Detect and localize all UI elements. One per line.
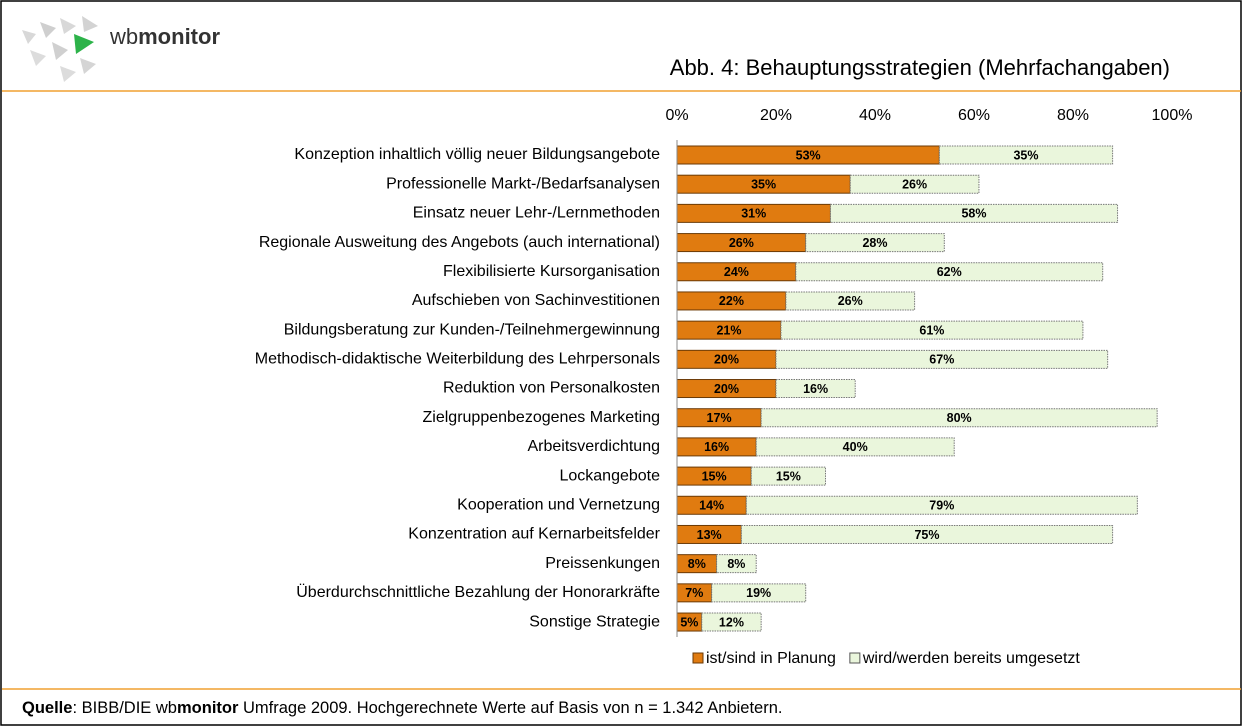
data-label: 26% bbox=[729, 236, 754, 250]
bar-segment bbox=[785, 291, 916, 311]
data-label: 24% bbox=[724, 265, 749, 279]
category-label: Methodisch-didaktische Weiterbildung des… bbox=[255, 351, 660, 368]
bar-segment bbox=[760, 408, 1158, 428]
data-label: 8% bbox=[688, 557, 706, 571]
data-label: 17% bbox=[707, 411, 732, 425]
data-label: 12% bbox=[719, 615, 744, 629]
bar-segment bbox=[740, 524, 1114, 544]
category-label: Flexibilisierte Kursorganisation bbox=[443, 263, 660, 280]
data-label: 21% bbox=[716, 323, 741, 337]
bar-segment bbox=[701, 612, 762, 632]
data-label: 7% bbox=[685, 586, 703, 600]
data-label: 5% bbox=[680, 615, 698, 629]
category-label: Sonstige Strategie bbox=[529, 613, 660, 630]
data-label: 15% bbox=[702, 469, 727, 483]
category-label: Konzentration auf Kernarbeitsfelder bbox=[408, 526, 660, 543]
data-label: 19% bbox=[746, 586, 771, 600]
category-label: Regionale Ausweitung des Angebots (auch … bbox=[259, 234, 660, 251]
category-label: Reduktion von Personalkosten bbox=[443, 380, 660, 397]
legend-swatch bbox=[849, 652, 861, 664]
category-label: Kooperation und Vernetzung bbox=[457, 496, 660, 513]
data-label: 67% bbox=[929, 353, 954, 367]
bar-segment bbox=[745, 495, 1138, 515]
logo-prefix: wb bbox=[109, 24, 138, 49]
chart-title: Abb. 4: Behauptungsstrategien (Mehrfacha… bbox=[670, 55, 1170, 80]
category-label: Arbeitsverdichtung bbox=[527, 438, 660, 455]
data-label: 35% bbox=[1013, 148, 1038, 162]
logo-icon bbox=[22, 16, 98, 82]
data-label: 61% bbox=[919, 323, 944, 337]
data-label: 22% bbox=[719, 294, 744, 308]
category-label: Lockangebote bbox=[559, 467, 660, 484]
bar-segment bbox=[849, 174, 980, 194]
data-label: 26% bbox=[838, 294, 863, 308]
data-label: 28% bbox=[862, 236, 887, 250]
category-label: Zielgruppenbezogenes Marketing bbox=[423, 409, 660, 426]
data-label: 35% bbox=[751, 177, 776, 191]
bar-segment bbox=[775, 379, 856, 399]
x-tick-label: 20% bbox=[760, 107, 792, 124]
footer-text: : BIBB/DIE wb bbox=[72, 699, 177, 717]
data-label: 20% bbox=[714, 382, 739, 396]
bar-segment bbox=[829, 203, 1119, 223]
x-tick-label: 100% bbox=[1152, 107, 1193, 124]
data-label: 13% bbox=[697, 528, 722, 542]
footer: Quelle: BIBB/DIE wbmonitor Umfrage 2009.… bbox=[22, 699, 782, 717]
data-label: 20% bbox=[714, 353, 739, 367]
footer-brand: monitor bbox=[177, 699, 239, 717]
data-label: 75% bbox=[914, 528, 939, 542]
category-label: Professionelle Markt-/Bedarfsanalysen bbox=[386, 175, 660, 192]
bar-segment bbox=[755, 437, 955, 457]
bar-segment bbox=[795, 262, 1104, 282]
data-label: 53% bbox=[796, 148, 821, 162]
category-label: Preissenkungen bbox=[545, 555, 660, 572]
category-label: Bildungsberatung zur Kunden-/Teilnehmerg… bbox=[284, 321, 660, 338]
footer-label: Quelle bbox=[22, 699, 72, 717]
data-label: 15% bbox=[776, 469, 801, 483]
category-label: Aufschieben von Sachinvestitionen bbox=[412, 292, 660, 309]
footer-text: Umfrage 2009. Hochgerechnete Werte auf B… bbox=[238, 699, 782, 717]
bar-segment bbox=[750, 466, 826, 486]
data-label: 31% bbox=[741, 207, 766, 221]
category-label: Einsatz neuer Lehr-/Lernmethoden bbox=[413, 205, 660, 222]
bar-segment bbox=[711, 583, 807, 603]
bar-segment bbox=[775, 349, 1109, 369]
data-label: 40% bbox=[843, 440, 868, 454]
x-tick-label: 80% bbox=[1057, 107, 1089, 124]
x-tick-label: 60% bbox=[958, 107, 990, 124]
data-label: 16% bbox=[803, 382, 828, 396]
x-tick-label: 0% bbox=[665, 107, 688, 124]
data-label: 8% bbox=[727, 557, 745, 571]
data-label: 79% bbox=[929, 499, 954, 513]
data-label: 58% bbox=[961, 207, 986, 221]
data-label: 14% bbox=[699, 499, 724, 513]
legend-label: ist/sind in Planung bbox=[706, 650, 836, 667]
bar-segment bbox=[780, 320, 1084, 340]
data-label: 26% bbox=[902, 177, 927, 191]
data-label: 62% bbox=[937, 265, 962, 279]
category-label: Konzeption inhaltlich völlig neuer Bildu… bbox=[294, 146, 660, 163]
bar-segment bbox=[805, 233, 945, 253]
legend-swatch bbox=[692, 652, 704, 664]
x-tick-label: 40% bbox=[859, 107, 891, 124]
category-label: Überdurchschnittliche Bezahlung der Hono… bbox=[296, 583, 660, 601]
bar-segment bbox=[716, 554, 757, 574]
data-label: 16% bbox=[704, 440, 729, 454]
bar-segment bbox=[938, 145, 1114, 165]
data-label: 80% bbox=[947, 411, 972, 425]
legend-label: wird/werden bereits umgesetzt bbox=[862, 650, 1081, 667]
logo-text: wbmonitor bbox=[109, 24, 220, 49]
logo-brand: monitor bbox=[138, 24, 220, 49]
